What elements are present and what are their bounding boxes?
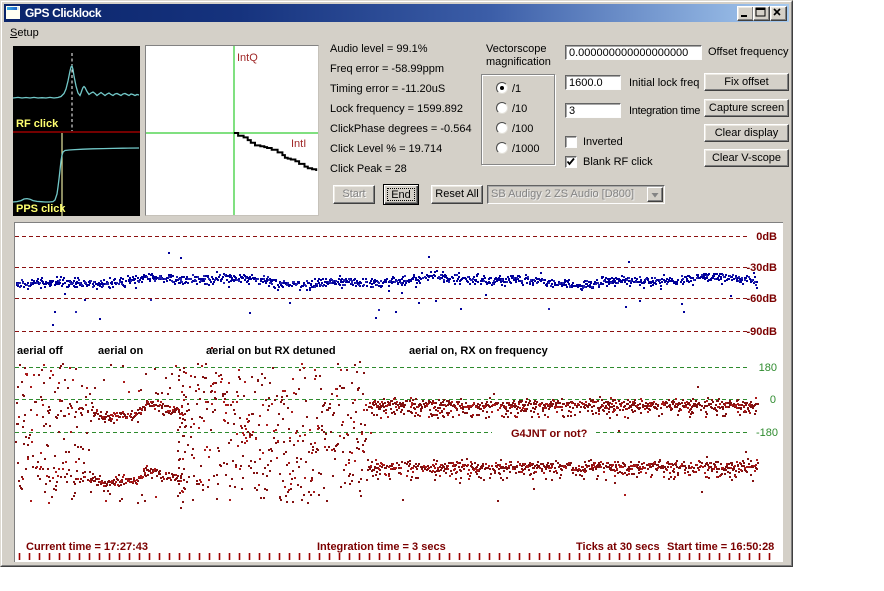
- svg-text:180: 180: [759, 362, 777, 374]
- svg-text:PPS click: PPS click: [16, 203, 66, 215]
- svg-text:IntQ: IntQ: [237, 52, 258, 64]
- svg-text:aerial off: aerial off: [17, 345, 63, 357]
- svg-text:0: 0: [770, 394, 776, 406]
- svg-text:-180: -180: [756, 427, 778, 439]
- svg-text:aerial on but RX detuned: aerial on but RX detuned: [206, 345, 336, 357]
- svg-text:RF click: RF click: [16, 118, 59, 130]
- svg-text:-90dB: -90dB: [746, 326, 777, 338]
- svg-text:Integration time = 3 secs: Integration time = 3 secs: [317, 541, 446, 553]
- svg-text:-60dB: -60dB: [746, 293, 777, 305]
- svg-text:Start time = 16:50:28: Start time = 16:50:28: [667, 541, 774, 553]
- svg-text:Current time = 17:27:43: Current time = 17:27:43: [26, 541, 148, 553]
- svg-text:IntI: IntI: [291, 138, 306, 150]
- svg-text:G4JNT or not?: G4JNT or not?: [511, 428, 588, 440]
- svg-text:aerial on: aerial on: [98, 345, 144, 357]
- svg-text:Ticks at 30 secs: Ticks at 30 secs: [576, 541, 660, 553]
- svg-text:aerial on, RX on frequency: aerial on, RX on frequency: [409, 345, 549, 357]
- svg-text:-30dB: -30dB: [746, 262, 777, 274]
- svg-text:0dB: 0dB: [756, 231, 777, 243]
